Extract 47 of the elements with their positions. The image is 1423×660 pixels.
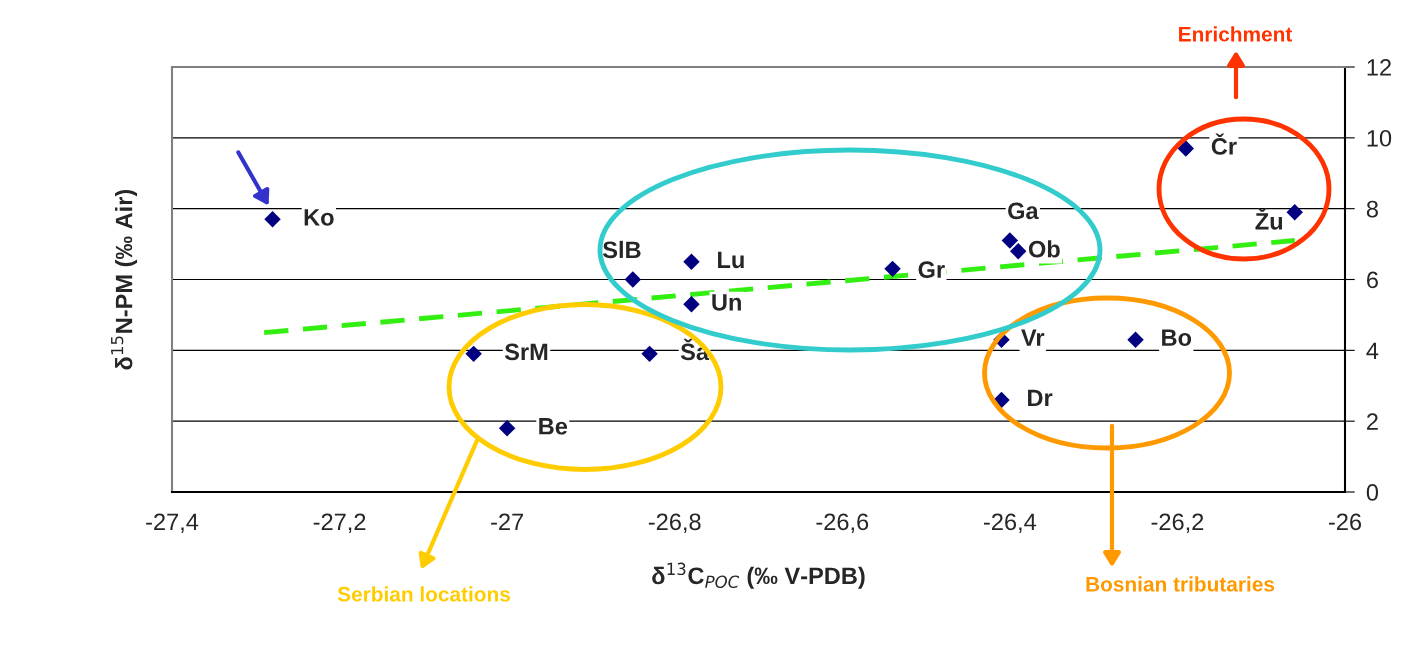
x-tick-label: -27: [491, 513, 524, 530]
text: Bosnian tributaries: [1086, 576, 1275, 592]
annotation: Ko: [304, 209, 334, 226]
point: [498, 420, 516, 437]
y-tick-label: 8: [1366, 200, 1378, 218]
x-tick-label: -26: [1328, 513, 1362, 531]
annotation: Žu: [1255, 208, 1283, 230]
point: [1286, 203, 1303, 221]
x-tick-label: -27,2: [313, 513, 366, 533]
point: [884, 260, 901, 278]
text: Serbian locations: [337, 586, 510, 602]
point: [683, 296, 700, 313]
annotation: Ga: [1008, 202, 1039, 220]
annotation: Bo: [1162, 329, 1192, 347]
annotation: Dr: [1028, 389, 1053, 407]
x-tick-label: -26,2: [1151, 513, 1204, 533]
annotation: Gr: [918, 261, 945, 278]
y-tick-label: 10: [1367, 129, 1392, 147]
point: [465, 345, 482, 363]
x-tick-label: -26,6: [816, 513, 869, 533]
y-tick-label: 4: [1366, 342, 1379, 359]
x-tick-label: -27,4: [146, 513, 199, 533]
annotation: Lu: [718, 251, 744, 269]
y-tick-label: 12: [1367, 59, 1391, 76]
annotation: Ob: [1028, 240, 1060, 258]
point: [1177, 140, 1195, 157]
y-tick-label: 2: [1367, 413, 1378, 430]
y-tick-label: 6: [1367, 271, 1378, 289]
annotation: Čr: [1211, 133, 1237, 155]
point: [264, 211, 281, 228]
x-axis-title: δ$^{13}$C$_{POC}$ (‰ V-PDB): [652, 562, 865, 589]
annotation: SlB: [602, 240, 641, 259]
annotation: SrM: [504, 343, 548, 361]
x-tick-label: -26,4: [984, 513, 1037, 533]
point: [1001, 232, 1019, 249]
annotation: Un: [712, 294, 741, 311]
text: Enrichment: [1179, 26, 1293, 42]
y-tick-label: 0: [1366, 484, 1379, 501]
point: [624, 271, 642, 288]
point: [1010, 242, 1027, 260]
annotation: Vr: [1021, 329, 1045, 346]
point: [683, 253, 700, 271]
y-axis-title: δ$^{15}$N-PM (‰ Air): [111, 189, 138, 370]
point: [1127, 331, 1144, 348]
annotation: Be: [539, 418, 568, 435]
point: [641, 345, 658, 363]
x-tick-label: -26,8: [648, 513, 701, 533]
